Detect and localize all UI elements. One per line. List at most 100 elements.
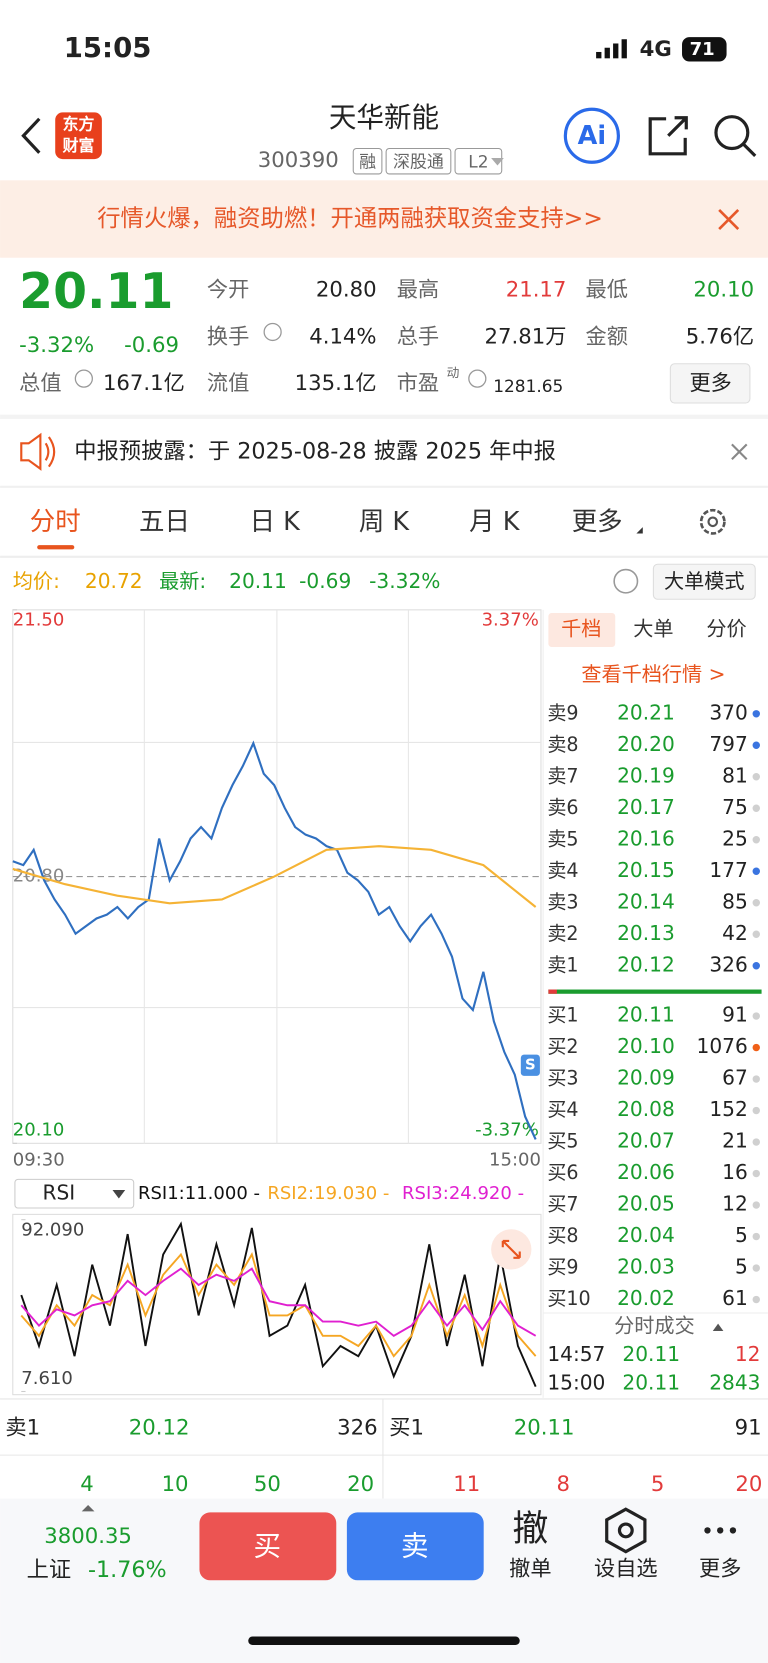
- field-label: 金额: [586, 324, 628, 349]
- quote-fields: 今开 20.80 最高 21.17 最低 20.10 换手 4.14% 总手 27.81万 金额 5.…: [207, 278, 754, 350]
- banner-close[interactable]: [718, 209, 740, 231]
- cancel-icon[interactable]: 撤: [512, 1507, 548, 1549]
- sell-label[interactable]: 卖: [401, 1529, 429, 1562]
- book-dot: [752, 962, 760, 970]
- settings-core: [707, 516, 719, 528]
- field-value: 20.10: [693, 278, 754, 303]
- indicator-name[interactable]: RSI: [42, 1181, 75, 1205]
- count: 11: [453, 1472, 480, 1497]
- info-icon[interactable]: [263, 322, 282, 342]
- home-indicator: [248, 1636, 520, 1645]
- help-icon[interactable]: [613, 568, 639, 594]
- watch-icon[interactable]: [605, 1507, 647, 1554]
- field-value: 4.14%: [309, 324, 376, 349]
- mode-button[interactable]: [652, 563, 756, 600]
- more-icon[interactable]: [704, 1527, 737, 1534]
- book-volume: 370: [709, 700, 747, 724]
- book-volume: 152: [709, 1097, 747, 1121]
- index-change[interactable]: -1.76%: [88, 1557, 167, 1583]
- chart-tab[interactable]: 月 K: [469, 507, 521, 537]
- latest-change-pct: -3.32%: [369, 569, 440, 593]
- book-dot: [752, 710, 760, 718]
- rsi-frame: [12, 1213, 542, 1396]
- more-label[interactable]: 更多: [699, 1557, 741, 1582]
- divider: [0, 555, 768, 558]
- book-price: 20.06: [617, 1160, 675, 1184]
- book-dot: [752, 1138, 760, 1146]
- book-level: 卖1: [547, 953, 578, 976]
- field-label: 换手: [207, 324, 249, 349]
- book-volume: 85: [722, 889, 748, 913]
- book-level: 卖2: [547, 922, 578, 945]
- series-line: [20, 1221, 537, 1387]
- watch-label[interactable]: 设自选: [594, 1557, 658, 1582]
- more-label[interactable]: 更多: [689, 371, 731, 396]
- avg-label: 均价:: [13, 569, 60, 593]
- field-label: 流值: [207, 371, 249, 396]
- book-level: 买1: [547, 1004, 578, 1027]
- trade-time: 15:00: [547, 1371, 605, 1395]
- legend-entry: RSI1:11.000 -: [138, 1183, 260, 1204]
- latest-value: 20.11: [229, 569, 287, 593]
- more-button[interactable]: [669, 363, 751, 404]
- promo-banner[interactable]: [0, 180, 768, 258]
- book-level: 买9: [547, 1256, 578, 1279]
- info-icon[interactable]: [74, 369, 93, 388]
- ai-label[interactable]: Ai: [578, 121, 606, 151]
- chart-tab[interactable]: 五日: [139, 507, 190, 537]
- book-level: 买10: [547, 1287, 590, 1310]
- ai-button[interactable]: [563, 107, 620, 164]
- indicator-select[interactable]: [14, 1178, 135, 1209]
- y-tick-label: 7.610: [21, 1368, 73, 1389]
- change-amount: -0.69: [124, 333, 179, 358]
- banner-text[interactable]: 行情火爆，融资助燃！开通两融获取资金支持>>: [97, 204, 603, 232]
- back-button[interactable]: [21, 117, 41, 154]
- book-level: 卖4: [547, 859, 578, 882]
- tag-box: [385, 147, 452, 175]
- chart-tab[interactable]: 更多: [572, 507, 623, 537]
- notice-text[interactable]: 中报预披露：于 2025-08-28 披露 2025 年中报: [74, 438, 556, 464]
- book-link[interactable]: 查看千档行情 >: [581, 662, 725, 686]
- cancel-label[interactable]: 撤单: [509, 1557, 551, 1582]
- book-volume: 21: [722, 1129, 748, 1153]
- trade-volume: 12: [735, 1342, 761, 1366]
- mode-label[interactable]: 大单模式: [664, 569, 745, 593]
- book-dot: [752, 836, 760, 844]
- book-dot: [752, 773, 760, 781]
- chart-tab[interactable]: 日 K: [250, 507, 302, 537]
- trades-arrow: [712, 1323, 724, 1332]
- tag-label: 融: [359, 151, 376, 171]
- share-button[interactable]: [648, 116, 688, 156]
- index-value[interactable]: 3800.35: [44, 1524, 132, 1549]
- buy-button[interactable]: [199, 1512, 337, 1581]
- index-name[interactable]: 上证: [27, 1557, 72, 1583]
- chart-tab[interactable]: 周 K: [359, 507, 411, 537]
- book-volume: 81: [722, 763, 748, 787]
- field-label: 最高: [397, 278, 439, 303]
- count: 20: [347, 1472, 374, 1497]
- book-dot: [752, 1043, 760, 1052]
- chart-tabs: 分时 五日 日 K 周 K 月 K 更多: [30, 507, 643, 537]
- tag-label: 深股通: [393, 151, 444, 171]
- info-icon[interactable]: [468, 369, 487, 388]
- book-volume: 42: [722, 921, 748, 945]
- book-tab[interactable]: 千档: [561, 616, 601, 640]
- buy-label[interactable]: 买: [254, 1529, 282, 1562]
- book-tab[interactable]: 大单: [633, 616, 673, 640]
- book-tab[interactable]: 分价: [706, 616, 746, 640]
- signal-label: S: [525, 1056, 536, 1073]
- dropdown-icon[interactable]: [491, 158, 504, 166]
- count: 10: [162, 1472, 189, 1497]
- search-button[interactable]: [714, 115, 750, 151]
- book-dot: [752, 1201, 760, 1209]
- chart-tab[interactable]: 分时: [30, 507, 81, 537]
- book-price: 20.12: [617, 952, 675, 976]
- book-dot: [752, 930, 760, 938]
- sell-button[interactable]: [346, 1512, 484, 1581]
- notice-close[interactable]: [731, 443, 748, 460]
- book-price: 20.11: [617, 1003, 675, 1027]
- field-label: 最低: [586, 278, 628, 303]
- book-volume: 177: [709, 858, 747, 882]
